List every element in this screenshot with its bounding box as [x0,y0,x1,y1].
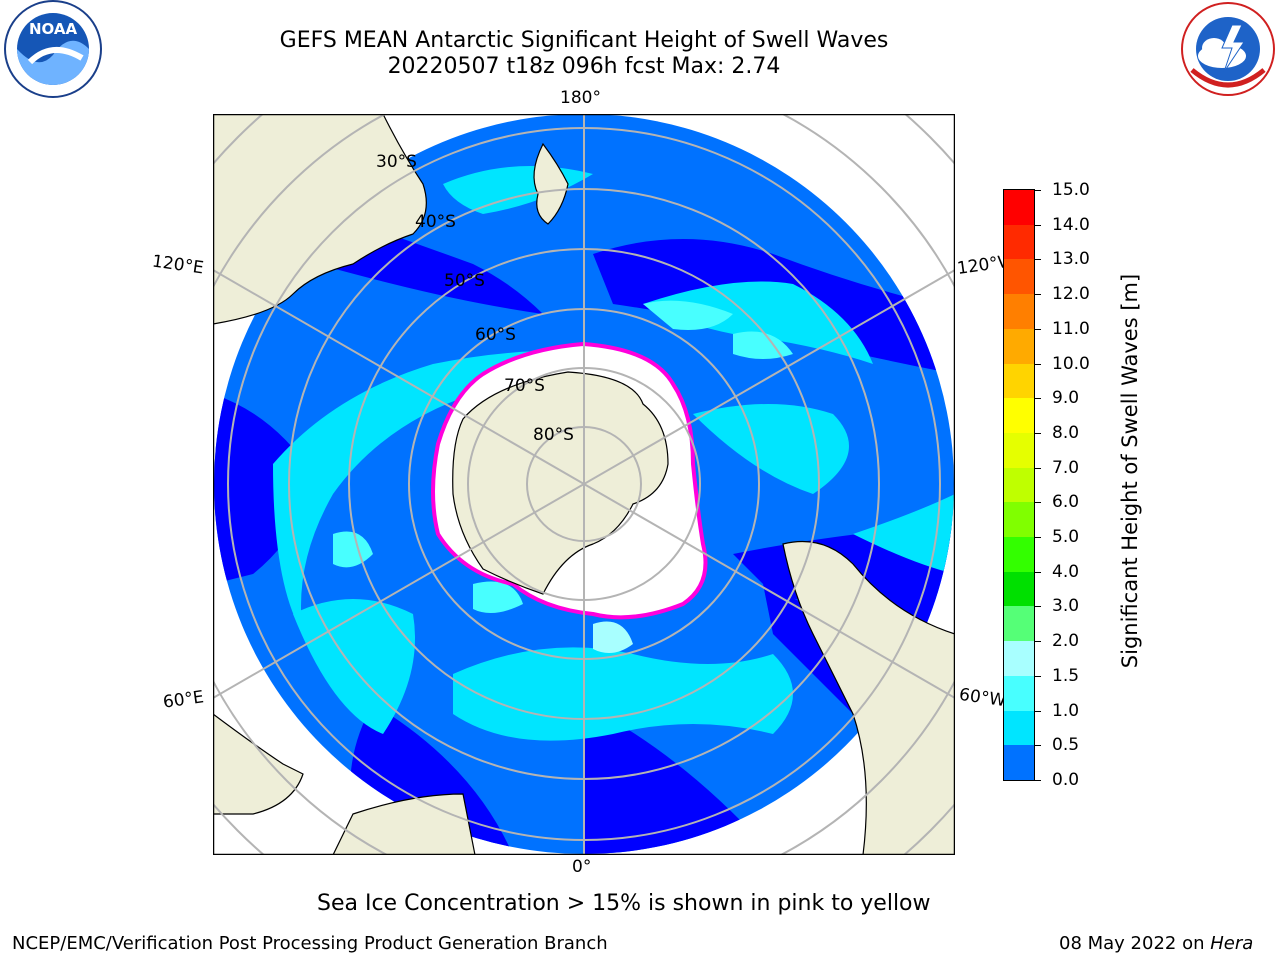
lat-label-50s: 50°S [444,271,485,291]
colorbar-tick-label: 9.0 [1052,388,1080,409]
colorbar-tick-label: 8.0 [1052,422,1080,443]
footer-host: Hera [1210,933,1254,954]
colorbar-segment [1004,224,1034,260]
map-subtitle: 20220507 t18z 096h fcst Max: 2.74 [387,54,781,79]
noaa-logo-text: NOAA [29,20,78,38]
colorbar-segment [1004,745,1034,780]
colorbar-label: Significant Height of Swell Waves [m] [1118,273,1142,669]
lat-label-40s: 40°S [415,212,456,232]
colorbar-tick-label: 4.0 [1052,561,1080,582]
colorbar-segment [1004,190,1034,225]
colorbar-tick-label: 14.0 [1052,214,1090,235]
colorbar-tick-label: 1.0 [1052,700,1080,721]
nws-logo [1181,2,1275,96]
lat-label-30s: 30°S [376,152,417,172]
colorbar-tick-label: 2.0 [1052,631,1080,652]
colorbar-tick-mark [1035,328,1041,330]
lat-label-80s: 80°S [533,425,574,445]
colorbar [1003,189,1035,781]
lat-label-60s: 60°S [475,325,516,345]
colorbar-tick-mark [1035,745,1041,747]
lat-label-70s: 70°S [504,376,545,396]
colorbar-tick-label: 3.0 [1052,596,1080,617]
colorbar-segment [1004,294,1034,329]
polar-map [213,114,955,855]
colorbar-tick-mark [1035,259,1041,261]
colorbar-tick-label: 0.0 [1052,770,1080,790]
colorbar-tick-mark [1035,710,1041,712]
colorbar-segment [1004,537,1034,572]
colorbar-tick-mark [1035,294,1041,296]
colorbar-tick-mark [1035,571,1041,573]
colorbar-segment [1004,675,1034,711]
colorbar-tick-label: 10.0 [1052,353,1090,374]
colorbar-tick-mark [1035,780,1041,781]
lon-label-60w: 60°W [957,684,1008,712]
colorbar-segment [1004,606,1034,642]
colorbar-tick-mark [1035,502,1041,504]
colorbar-segment [1004,710,1034,746]
colorbar-segment [1004,502,1034,538]
noaa-logo: NOAA [4,0,102,98]
lon-label-0: 0° [572,857,592,877]
lon-label-180: 180° [560,88,601,108]
new-zealand [533,142,569,225]
graticule [213,114,955,855]
colorbar-tick-label: 6.0 [1052,492,1080,513]
colorbar-segment [1004,467,1034,503]
colorbar-tick-label: 12.0 [1052,284,1090,305]
colorbar-tick-mark [1035,641,1041,643]
lon-label-120e: 120°E [150,251,205,279]
colorbar-tick-mark [1035,398,1041,400]
footer-branch: NCEP/EMC/Verification Post Processing Pr… [12,933,608,954]
colorbar-tick-label: 11.0 [1052,318,1090,339]
footer-date: 08 May 2022 on Hera [1059,933,1253,954]
colorbar-tick-label: 15.0 [1052,180,1090,200]
antarctica [452,371,669,595]
colorbar-segment [1004,641,1034,676]
colorbar-segment [1004,571,1034,607]
colorbar-tick-mark [1035,224,1041,226]
colorbar-tick-label: 0.5 [1052,735,1080,756]
colorbar-segment [1004,432,1034,468]
colorbar-tick-mark [1035,606,1041,608]
africa-fragment [213,713,304,815]
colorbar-tick-mark [1035,432,1041,434]
sea-ice-caption: Sea Ice Concentration > 15% is shown in … [317,891,931,916]
colorbar-tick-mark [1035,537,1041,539]
colorbar-tick-mark [1035,190,1041,191]
colorbar-tick-label: 5.0 [1052,527,1080,548]
lon-label-60e: 60°E [161,687,206,713]
colorbar-tick-label: 7.0 [1052,457,1080,478]
colorbar-tick-mark [1035,675,1041,677]
colorbar-tick-label: 1.5 [1052,665,1080,686]
colorbar-tick-label: 13.0 [1052,249,1090,270]
colorbar-segment [1004,259,1034,295]
map-title: GEFS MEAN Antarctic Significant Height o… [279,28,889,53]
colorbar-tick-mark [1035,467,1041,469]
colorbar-segment [1004,398,1034,433]
footer-date-text: 08 May 2022 on [1059,933,1211,954]
colorbar-segment [1004,328,1034,364]
colorbar-segment [1004,363,1034,399]
colorbar-tick-mark [1035,363,1041,365]
map-frame [213,114,955,855]
australia [213,114,427,325]
